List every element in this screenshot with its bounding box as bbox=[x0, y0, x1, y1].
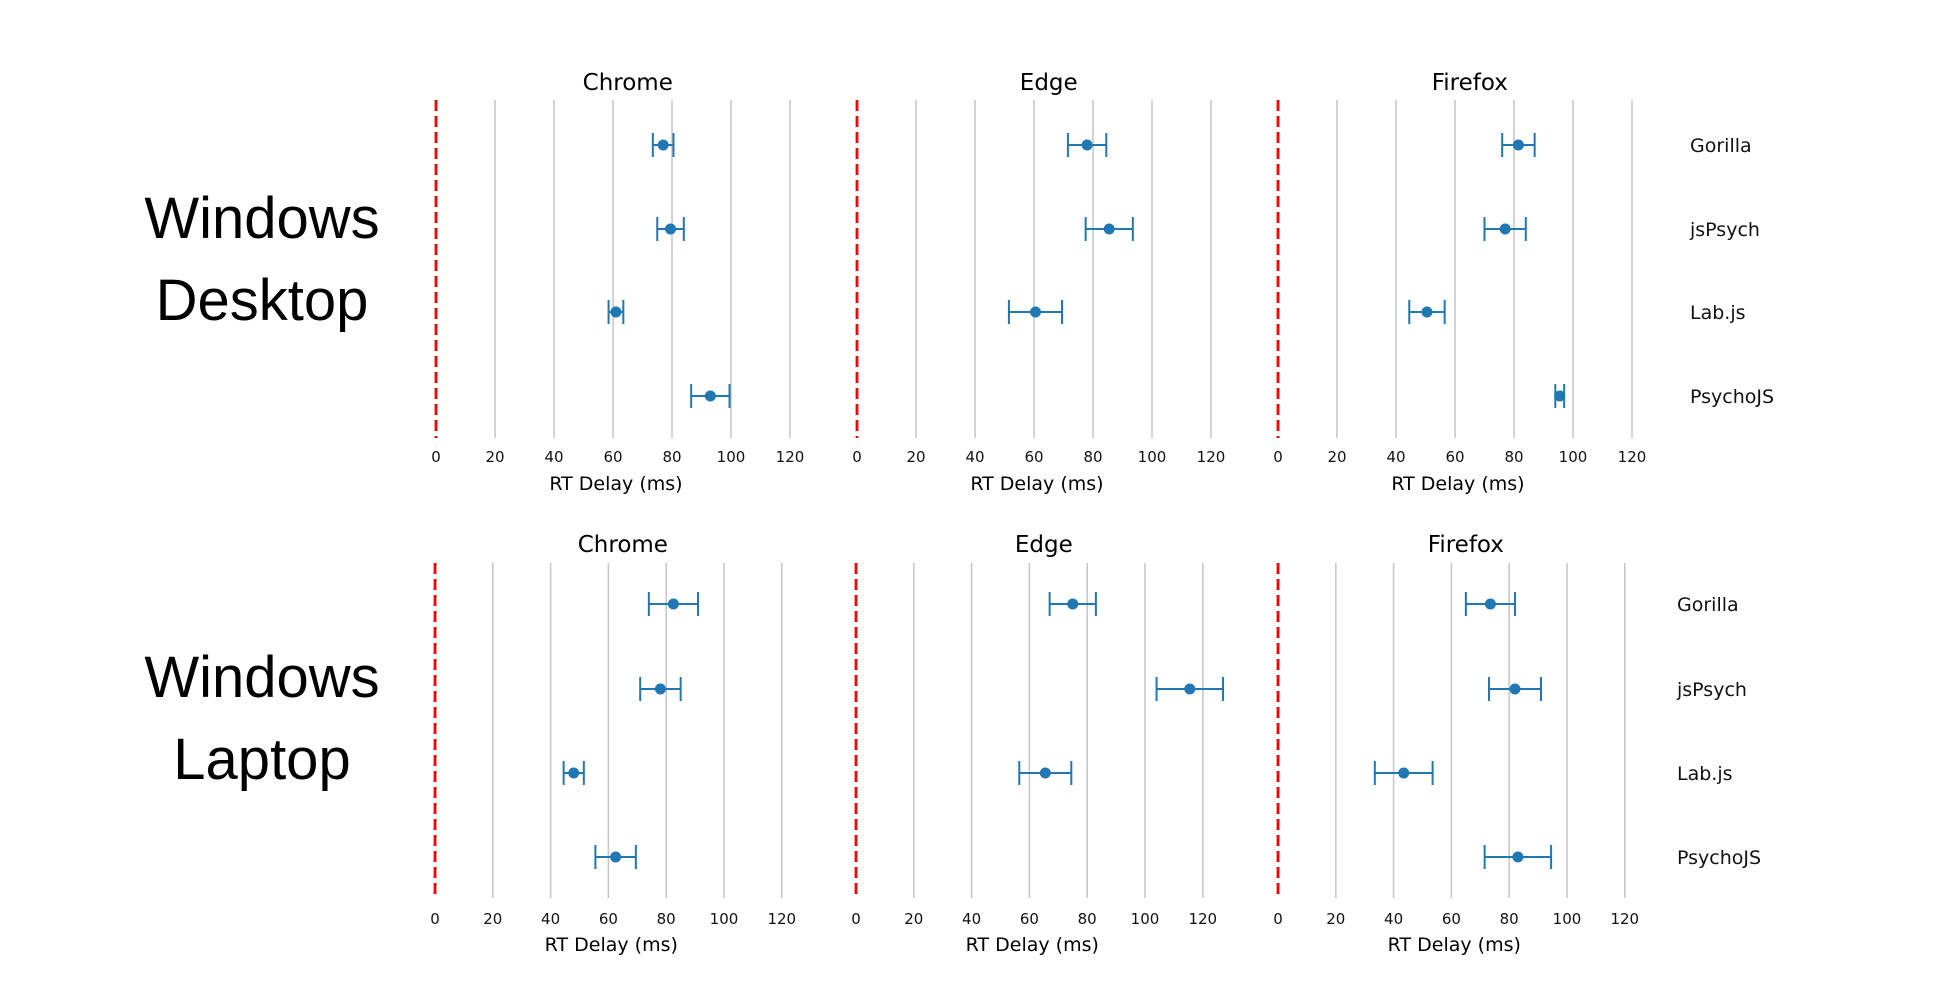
x-axis-label: RT Delay (ms) bbox=[1391, 473, 1524, 495]
panel-title: Chrome bbox=[583, 70, 673, 96]
x-tick-label: 60 bbox=[599, 910, 618, 928]
panel-title: Firefox bbox=[1428, 532, 1504, 558]
x-tick-label: 60 bbox=[603, 448, 622, 466]
x-tick-label: 0 bbox=[1273, 910, 1283, 928]
x-axis-label: RT Delay (ms) bbox=[966, 934, 1099, 956]
data-point bbox=[1398, 767, 1410, 779]
data-point bbox=[1499, 223, 1511, 235]
x-tick-label: 40 bbox=[541, 910, 560, 928]
x-tick-label: 40 bbox=[1384, 910, 1403, 928]
x-tick-label: 80 bbox=[1083, 448, 1102, 466]
x-tick-label: 80 bbox=[662, 448, 681, 466]
data-point bbox=[568, 767, 580, 779]
x-axis-label: RT Delay (ms) bbox=[970, 473, 1103, 495]
category-label: Gorilla bbox=[1677, 594, 1739, 616]
x-tick-label: 20 bbox=[483, 910, 502, 928]
x-tick-label: 40 bbox=[962, 910, 981, 928]
x-tick-label: 20 bbox=[906, 448, 925, 466]
x-tick-label: 120 bbox=[767, 910, 796, 928]
category-label: PsychoJS bbox=[1690, 386, 1774, 408]
x-tick-label: 120 bbox=[1188, 910, 1217, 928]
category-label: jsPsych bbox=[1676, 679, 1747, 701]
x-tick-label: 100 bbox=[717, 448, 746, 466]
data-point bbox=[654, 683, 666, 695]
x-tick-label: 80 bbox=[1504, 448, 1523, 466]
x-axis-label: RT Delay (ms) bbox=[545, 934, 678, 956]
category-label: Gorilla bbox=[1690, 135, 1752, 157]
x-tick-label: 40 bbox=[544, 448, 563, 466]
data-point bbox=[1103, 223, 1115, 235]
data-point bbox=[1029, 306, 1041, 318]
x-tick-label: 0 bbox=[851, 910, 861, 928]
data-point bbox=[1512, 139, 1524, 151]
x-tick-label: 60 bbox=[1445, 448, 1464, 466]
data-point bbox=[610, 306, 622, 318]
data-point bbox=[1184, 683, 1196, 695]
x-tick-label: 80 bbox=[657, 910, 676, 928]
data-point bbox=[657, 139, 669, 151]
data-point bbox=[1512, 851, 1524, 863]
x-tick-label: 60 bbox=[1024, 448, 1043, 466]
x-tick-label: 80 bbox=[1500, 910, 1519, 928]
data-point bbox=[704, 390, 716, 402]
x-tick-label: 100 bbox=[1553, 910, 1582, 928]
x-tick-label: 60 bbox=[1020, 910, 1039, 928]
x-tick-label: 0 bbox=[430, 910, 440, 928]
row-label-line2: Desktop bbox=[155, 268, 369, 333]
row-label-line1: Windows bbox=[144, 645, 380, 710]
category-label: Lab.js bbox=[1677, 763, 1733, 785]
data-point bbox=[610, 851, 622, 863]
x-tick-label: 100 bbox=[710, 910, 739, 928]
x-tick-label: 40 bbox=[965, 448, 984, 466]
x-tick-label: 20 bbox=[1326, 910, 1345, 928]
panel-title: Edge bbox=[1015, 532, 1073, 558]
x-tick-label: 120 bbox=[1610, 910, 1639, 928]
x-tick-label: 20 bbox=[1327, 448, 1346, 466]
x-tick-label: 20 bbox=[904, 910, 923, 928]
category-label: jsPsych bbox=[1689, 219, 1760, 241]
data-point bbox=[667, 598, 679, 610]
x-tick-label: 100 bbox=[1559, 448, 1588, 466]
x-tick-label: 0 bbox=[431, 448, 441, 466]
row-label-line2: Laptop bbox=[173, 727, 351, 792]
data-point bbox=[1554, 390, 1566, 402]
category-label: PsychoJS bbox=[1677, 847, 1761, 869]
data-point bbox=[1421, 306, 1433, 318]
x-tick-label: 120 bbox=[776, 448, 805, 466]
data-point bbox=[665, 223, 677, 235]
panel-title: Firefox bbox=[1432, 70, 1508, 96]
row-label-laptop: Windows Laptop bbox=[112, 637, 412, 801]
x-tick-label: 120 bbox=[1197, 448, 1226, 466]
data-point bbox=[1067, 598, 1079, 610]
x-tick-label: 100 bbox=[1138, 448, 1167, 466]
row-label-line1: Windows bbox=[144, 186, 380, 251]
x-axis-label: RT Delay (ms) bbox=[1388, 934, 1521, 956]
x-tick-label: 60 bbox=[1442, 910, 1461, 928]
x-axis-label: RT Delay (ms) bbox=[549, 473, 682, 495]
x-tick-label: 0 bbox=[852, 448, 862, 466]
data-point bbox=[1509, 683, 1521, 695]
category-label: Lab.js bbox=[1690, 302, 1746, 324]
panel-title: Chrome bbox=[578, 532, 668, 558]
data-point bbox=[1081, 139, 1093, 151]
x-tick-label: 100 bbox=[1131, 910, 1160, 928]
row-label-desktop: Windows Desktop bbox=[112, 178, 412, 342]
data-point bbox=[1484, 598, 1496, 610]
x-tick-label: 0 bbox=[1273, 448, 1283, 466]
panel-title: Edge bbox=[1020, 70, 1078, 96]
data-point bbox=[1039, 767, 1051, 779]
x-tick-label: 120 bbox=[1618, 448, 1647, 466]
x-tick-label: 80 bbox=[1078, 910, 1097, 928]
x-tick-label: 40 bbox=[1386, 448, 1405, 466]
x-tick-label: 20 bbox=[485, 448, 504, 466]
